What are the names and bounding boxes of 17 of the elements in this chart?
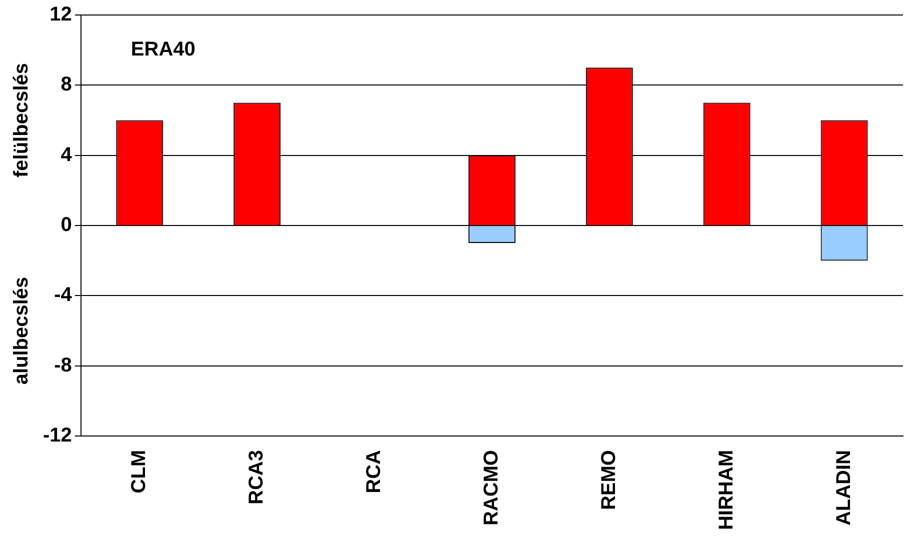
y-tick-label: 8 [60, 74, 72, 96]
y-tick-label: 12 [50, 4, 72, 26]
x-tick-label: RCA3 [246, 450, 268, 504]
y-tick-label: -4 [54, 284, 73, 306]
annotation: ERA40 [130, 38, 196, 61]
x-tick-label: REMO [598, 450, 620, 510]
x-tick-label: ALADIN [832, 450, 855, 526]
y-tick-label: 4 [60, 144, 73, 166]
x-tick-label: CLM [128, 450, 150, 494]
text: alulbecslés [10, 276, 33, 385]
y-tick-label: 0 [60, 214, 72, 236]
x-tick-label: RCA [363, 450, 386, 494]
y-tick-label: -12 [43, 424, 72, 447]
y-tick-label: -8 [54, 354, 72, 376]
y-axis-title: felülbecslés [10, 62, 33, 178]
x-tick-label: RACMO [480, 450, 502, 526]
x-tick-label: HIRHAM [715, 450, 738, 530]
